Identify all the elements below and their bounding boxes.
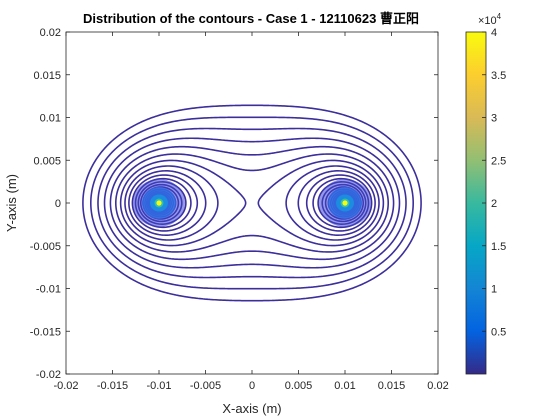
chart-title: Distribution of the contours - Case 1 - … (83, 11, 419, 26)
colorbar-tick-label: 3 (491, 113, 497, 125)
colorbar-tick-label: 4 (491, 27, 497, 39)
colorbar-tick-label: 1 (491, 284, 497, 296)
contour-line (109, 145, 395, 261)
colorbar-tick-label: 2 (491, 198, 497, 210)
contour-line (114, 153, 390, 253)
contour-line (131, 174, 373, 232)
colorbar-tick-label: 1.5 (491, 241, 506, 253)
y-tick-label: 0.005 (33, 155, 61, 167)
contour-line (124, 165, 380, 241)
y-tick-label: -0.005 (30, 241, 61, 253)
x-tick-label: 0 (249, 380, 255, 392)
x-axis-ticks: -0.02 -0.015 -0.01 -0.005 0 0.005 0.01 0.015 0.0… (53, 32, 449, 392)
x-axis-label: X-axis (m) (222, 401, 281, 416)
colorbar: 0.5 1 1.5 2 2.5 3 3.5 4 ×104 (465, 12, 506, 375)
contour-line (82, 104, 422, 302)
x-tick-label: 0.01 (334, 380, 355, 392)
contour-line (103, 137, 401, 269)
y-tick-label: 0 (55, 198, 61, 210)
y-tick-label: 0.01 (40, 113, 61, 125)
y-axis-ticks: -0.02 -0.015 -0.01 -0.005 0 0.005 0.01 0.015 0.0… (30, 27, 438, 381)
y-axis-label: Y-axis (m) (4, 174, 19, 232)
source-peak-1 (156, 200, 162, 206)
colorbar-ticks: 0.5 1 1.5 2 2.5 3 3.5 4 (482, 27, 506, 338)
colorbar-exponent: ×104 (478, 12, 502, 27)
y-tick-label: -0.015 (30, 326, 61, 338)
x-tick-label: -0.02 (53, 380, 78, 392)
source-peak-2 (342, 200, 348, 206)
x-tick-label: -0.015 (97, 380, 128, 392)
y-tick-label: -0.01 (36, 284, 61, 296)
colorbar-gradient (466, 32, 486, 374)
contour-line (119, 159, 385, 247)
contour-line (97, 127, 407, 279)
x-tick-label: -0.01 (146, 380, 171, 392)
source-hotspots (133, 179, 371, 227)
x-tick-label: 0.005 (285, 380, 313, 392)
x-tick-label: -0.005 (190, 380, 221, 392)
plot-area (66, 32, 438, 374)
x-tick-label: 0.015 (378, 380, 406, 392)
colorbar-tick-label: 3.5 (491, 70, 506, 82)
contour-line (90, 116, 414, 290)
contour-line (128, 170, 376, 236)
x-tick-label: 0.02 (427, 380, 448, 392)
y-tick-label: 0.015 (33, 70, 61, 82)
colorbar-tick-label: 2.5 (491, 155, 506, 167)
y-tick-label: 0.02 (40, 27, 61, 39)
y-tick-label: -0.02 (36, 369, 61, 381)
colorbar-tick-label: 0.5 (491, 326, 506, 338)
